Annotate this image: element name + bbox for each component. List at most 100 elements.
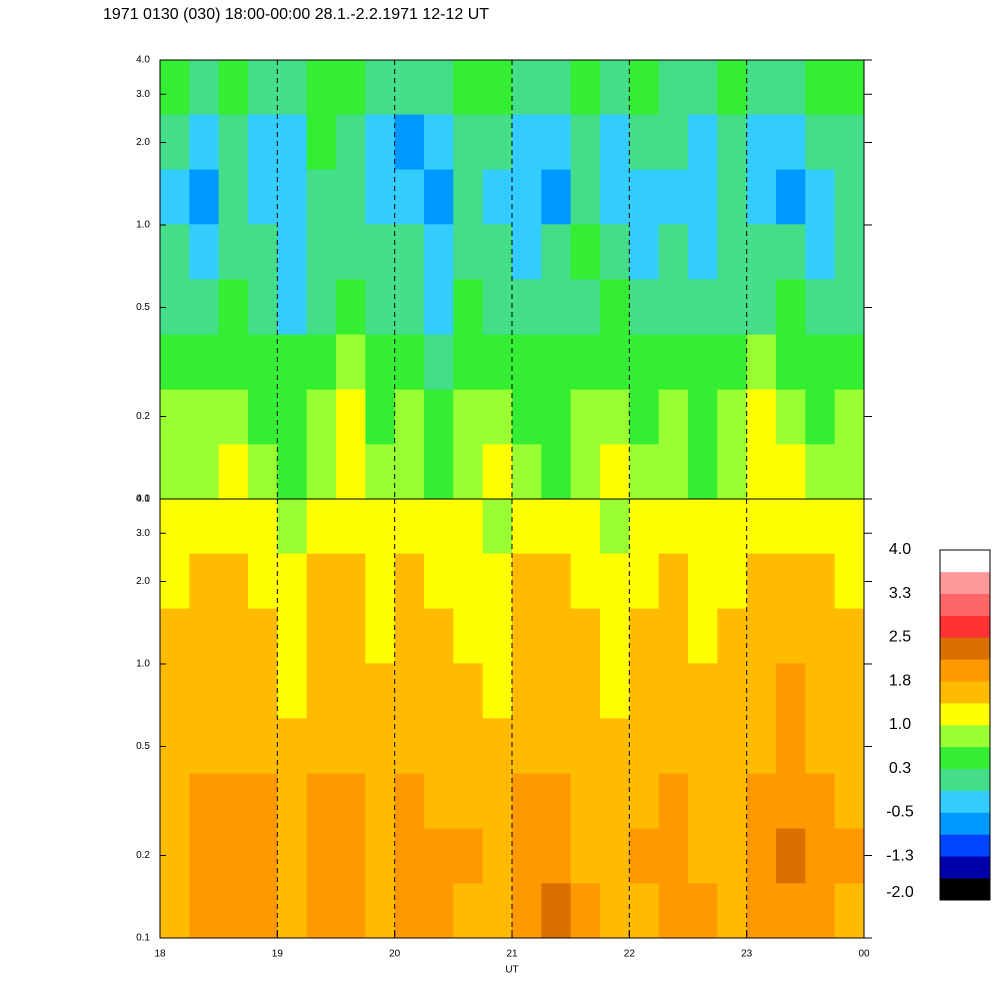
heat-cell bbox=[658, 828, 689, 884]
heat-cell bbox=[658, 662, 689, 719]
heat-cell bbox=[365, 114, 396, 170]
heat-cell bbox=[336, 717, 366, 774]
heat-cell bbox=[189, 334, 220, 390]
heat-cell bbox=[512, 773, 542, 829]
heat-cell bbox=[688, 662, 718, 719]
heat-cell bbox=[453, 773, 484, 829]
heat-cell bbox=[805, 717, 836, 774]
x-tick-label: 21 bbox=[506, 949, 518, 960]
heat-cell bbox=[570, 662, 601, 719]
heat-cell bbox=[189, 608, 220, 664]
heat-cell bbox=[541, 608, 572, 664]
heat-cell bbox=[218, 389, 249, 445]
heat-cell bbox=[805, 169, 836, 225]
heat-cell bbox=[306, 60, 337, 115]
heat-cell bbox=[600, 717, 630, 774]
heat-cell bbox=[160, 223, 190, 280]
y-tick-label: 0.2 bbox=[136, 411, 150, 422]
heat-cell bbox=[658, 60, 689, 115]
heat-cell bbox=[570, 553, 601, 609]
colorbar-band bbox=[940, 571, 990, 595]
heat-cell bbox=[629, 608, 660, 664]
heat-cell bbox=[746, 717, 777, 774]
heat-cell bbox=[336, 882, 366, 939]
heat-cell bbox=[570, 334, 601, 390]
heat-cell bbox=[776, 443, 806, 500]
heat-cell bbox=[160, 499, 190, 554]
heat-cell bbox=[482, 389, 513, 445]
heat-cell bbox=[570, 828, 601, 884]
heat-cell bbox=[189, 223, 220, 280]
heat-cell bbox=[160, 443, 190, 500]
heat-cell bbox=[805, 114, 836, 170]
heat-cell bbox=[834, 608, 865, 664]
heat-cell bbox=[394, 169, 425, 225]
heat-cell bbox=[600, 882, 630, 939]
heat-cell bbox=[189, 389, 220, 445]
heat-cell bbox=[306, 169, 337, 225]
heat-cell bbox=[248, 828, 278, 884]
colorbar-band bbox=[940, 681, 990, 704]
colorbar-label: 4.0 bbox=[889, 541, 911, 558]
heat-cell bbox=[365, 60, 396, 115]
y-tick-label: 0.5 bbox=[136, 741, 150, 752]
heat-cell bbox=[570, 60, 601, 115]
heat-cell bbox=[365, 334, 396, 390]
heat-cell bbox=[629, 60, 660, 115]
heat-cell bbox=[746, 553, 777, 609]
heat-cell bbox=[453, 717, 484, 774]
heat-cell bbox=[805, 389, 836, 445]
y-tick-label: 1.0 bbox=[136, 220, 150, 231]
heat-cell bbox=[394, 278, 425, 335]
heat-cell bbox=[189, 499, 220, 554]
heat-cell bbox=[365, 278, 396, 335]
heat-cell bbox=[482, 662, 513, 719]
heat-cell bbox=[394, 608, 425, 664]
heat-cell bbox=[570, 882, 601, 939]
heat-cell bbox=[306, 608, 337, 664]
heat-cell bbox=[600, 608, 630, 664]
heat-cell bbox=[834, 499, 865, 554]
heat-cell bbox=[541, 662, 572, 719]
heat-cell bbox=[629, 773, 660, 829]
heat-cell bbox=[336, 278, 366, 335]
colorbar-band bbox=[940, 593, 990, 616]
heat-cell bbox=[512, 553, 542, 609]
heat-cell bbox=[746, 114, 777, 170]
y-tick-label: 3.0 bbox=[136, 528, 150, 539]
heat-cell bbox=[717, 169, 748, 225]
heat-cell bbox=[424, 223, 454, 280]
heat-cell bbox=[512, 828, 542, 884]
heat-cell bbox=[424, 608, 454, 664]
heat-cell bbox=[629, 443, 660, 500]
colorbar-label: -1.3 bbox=[886, 847, 914, 864]
heat-cell bbox=[160, 662, 190, 719]
heat-cell bbox=[658, 169, 689, 225]
heat-cell bbox=[834, 882, 865, 939]
heat-cell bbox=[834, 334, 865, 390]
heat-cell bbox=[365, 389, 396, 445]
heat-cell bbox=[717, 389, 748, 445]
heat-cell bbox=[600, 223, 630, 280]
heat-cell bbox=[394, 553, 425, 609]
heat-cell bbox=[541, 717, 572, 774]
heat-cell bbox=[394, 223, 425, 280]
heat-cell bbox=[365, 608, 396, 664]
heat-cell bbox=[776, 334, 806, 390]
heat-cell bbox=[834, 60, 865, 115]
heat-cell bbox=[746, 60, 777, 115]
heat-cell bbox=[570, 717, 601, 774]
heat-cell bbox=[688, 389, 718, 445]
heat-cell bbox=[365, 499, 396, 554]
heat-cell bbox=[160, 553, 190, 609]
x-tick-label: 18 bbox=[154, 949, 166, 960]
heat-cell bbox=[453, 882, 484, 939]
heat-cell bbox=[394, 828, 425, 884]
heat-cell bbox=[717, 334, 748, 390]
x-tick-label: 23 bbox=[741, 949, 753, 960]
heat-cell bbox=[717, 278, 748, 335]
heat-cell bbox=[482, 499, 513, 554]
heat-cell bbox=[834, 169, 865, 225]
heat-cell bbox=[248, 169, 278, 225]
